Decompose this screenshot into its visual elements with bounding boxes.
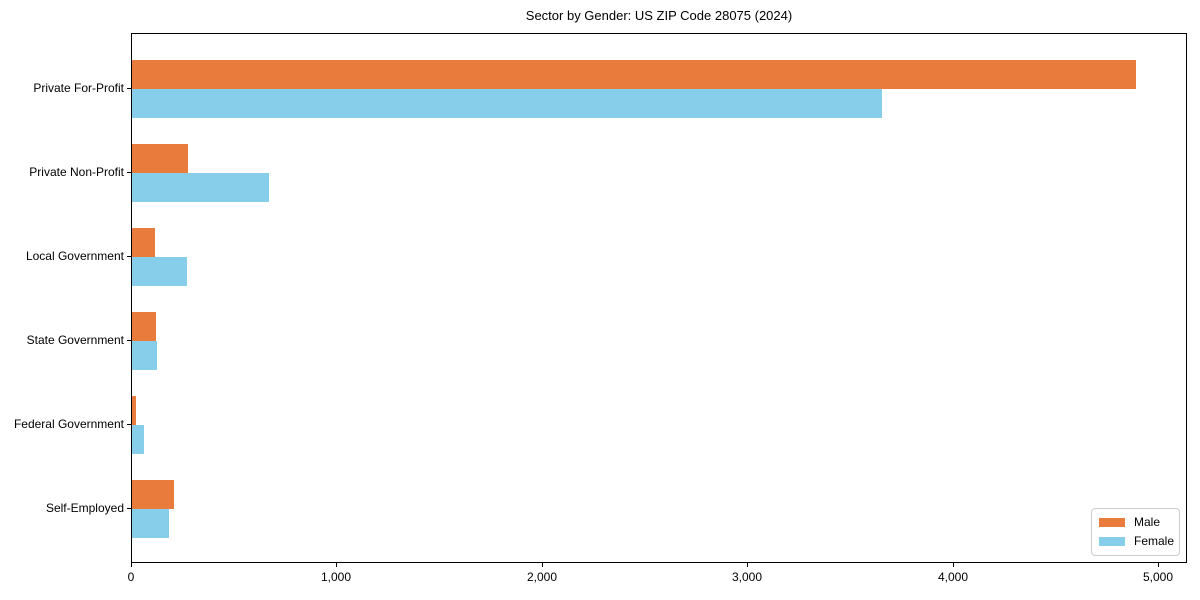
y-tick-mark	[127, 256, 131, 257]
y-tick-label-private-for-profit: Private For-Profit	[33, 81, 124, 95]
x-tick-label-4-000: 4,000	[937, 570, 969, 584]
x-tick-mark	[747, 563, 748, 567]
bar-female-federal-government	[132, 425, 144, 454]
x-tick-label-2-000: 2,000	[526, 570, 558, 584]
bar-male-federal-government	[132, 396, 136, 425]
x-tick-label-5-000: 5,000	[1142, 570, 1174, 584]
x-tick-label-1-000: 1,000	[320, 570, 352, 584]
bar-male-local-government	[132, 228, 155, 257]
y-tick-mark	[127, 508, 131, 509]
bar-female-local-government	[132, 257, 187, 286]
x-tick-mark	[131, 563, 132, 567]
legend-item-female: Female	[1099, 534, 1175, 548]
bar-male-self-employed	[132, 480, 174, 509]
y-tick-mark	[127, 88, 131, 89]
bar-female-private-non-profit	[132, 173, 269, 202]
bar-male-private-non-profit	[132, 144, 188, 173]
plot-area	[131, 33, 1187, 563]
y-tick-label-state-government: State Government	[26, 333, 124, 347]
bar-male-private-for-profit	[132, 60, 1136, 89]
bar-male-state-government	[132, 312, 156, 341]
y-tick-label-federal-government: Federal Government	[13, 417, 124, 431]
y-tick-label-local-government: Local Government	[25, 249, 124, 263]
y-tick-label-private-non-profit: Private Non-Profit	[29, 165, 124, 179]
bar-female-private-for-profit	[132, 89, 882, 118]
y-tick-mark	[127, 340, 131, 341]
legend-swatch-female-icon	[1099, 537, 1125, 546]
x-tick-label-0: 0	[127, 570, 135, 584]
x-tick-mark	[336, 563, 337, 567]
y-tick-mark	[127, 172, 131, 173]
legend-label-male: Male	[1134, 515, 1161, 529]
legend-swatch-male-icon	[1099, 518, 1125, 527]
legend: Male Female	[1091, 508, 1180, 556]
y-tick-label-self-employed: Self-Employed	[45, 501, 124, 515]
bar-female-state-government	[132, 341, 157, 370]
legend-label-female: Female	[1134, 534, 1175, 548]
x-tick-mark	[1158, 563, 1159, 567]
y-tick-mark	[127, 424, 131, 425]
legend-item-male: Male	[1099, 516, 1171, 529]
chart-title: Sector by Gender: US ZIP Code 28075 (202…	[525, 8, 793, 23]
bar-female-self-employed	[132, 509, 169, 538]
x-tick-label-3-000: 3,000	[731, 570, 763, 584]
x-tick-mark	[953, 563, 954, 567]
x-tick-mark	[542, 563, 543, 567]
